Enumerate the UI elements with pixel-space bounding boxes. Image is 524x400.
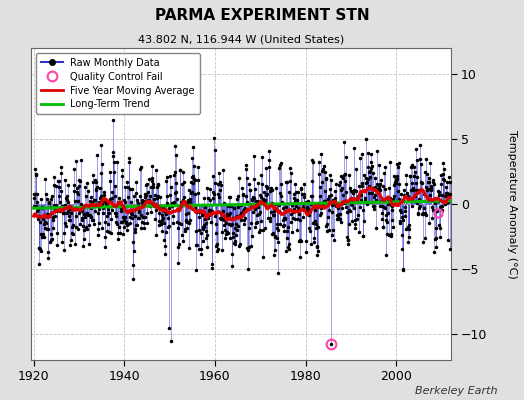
Text: Berkeley Earth: Berkeley Earth [416,386,498,396]
Text: PARMA EXPERIMENT STN: PARMA EXPERIMENT STN [155,8,369,23]
Y-axis label: Temperature Anomaly (°C): Temperature Anomaly (°C) [507,130,517,278]
Legend: Raw Monthly Data, Quality Control Fail, Five Year Moving Average, Long-Term Tren: Raw Monthly Data, Quality Control Fail, … [36,53,200,114]
Title: 43.802 N, 116.944 W (United States): 43.802 N, 116.944 W (United States) [138,34,344,44]
